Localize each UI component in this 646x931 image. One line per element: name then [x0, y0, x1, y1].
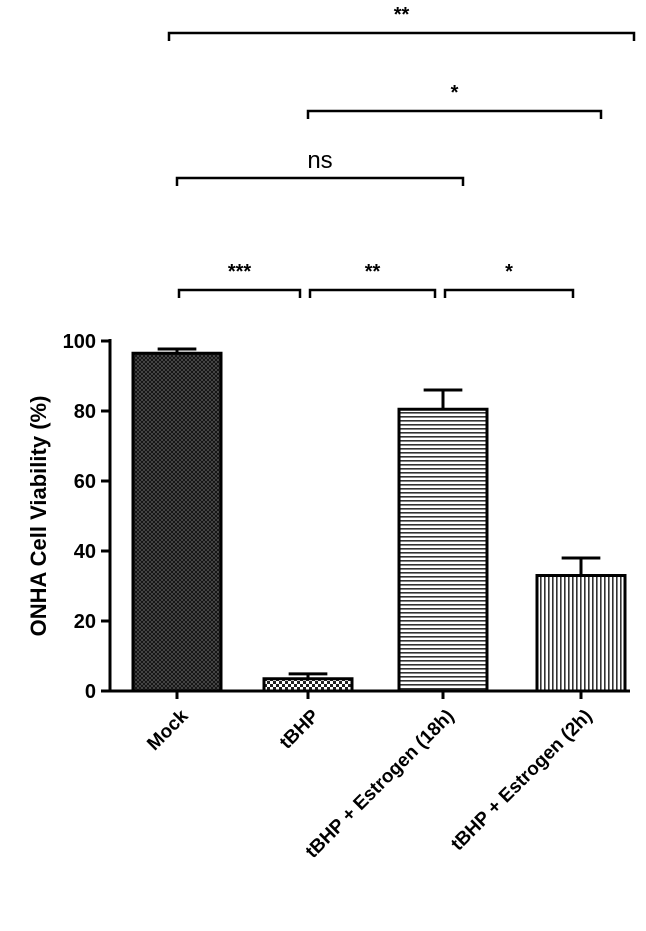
significance-bracket — [177, 288, 302, 298]
y-tick-label: 60 — [74, 471, 96, 493]
y-tick-label: 40 — [74, 541, 96, 563]
bar — [397, 407, 489, 693]
significance-bracket — [306, 109, 603, 119]
x-tick-label: tBHP + Estrogen (18h) — [302, 706, 459, 863]
y-tick-label: 80 — [74, 401, 96, 423]
bar — [131, 351, 223, 693]
significance-label: *** — [228, 261, 252, 283]
y-tick-label: 100 — [63, 331, 96, 353]
significance-label: ns — [307, 147, 332, 174]
significance-label: ** — [365, 261, 381, 283]
significance-label: ** — [394, 4, 410, 26]
significance-bracket — [443, 288, 575, 298]
significance-bracket — [175, 176, 465, 186]
x-tick-label: tBHP + Estrogen (2h) — [447, 706, 596, 855]
bar — [262, 677, 354, 693]
x-tick-label: tBHP — [276, 705, 324, 753]
significance-label: * — [505, 261, 513, 283]
bar — [535, 574, 627, 693]
y-axis-title: ONHA Cell Viability (%) — [26, 396, 51, 637]
y-tick-label: 20 — [74, 611, 96, 633]
significance-bracket — [167, 31, 636, 41]
x-tick-label: Mock — [143, 705, 192, 754]
y-tick-label: 0 — [85, 681, 96, 703]
significance-label: * — [451, 82, 459, 104]
significance-bracket — [308, 288, 437, 298]
